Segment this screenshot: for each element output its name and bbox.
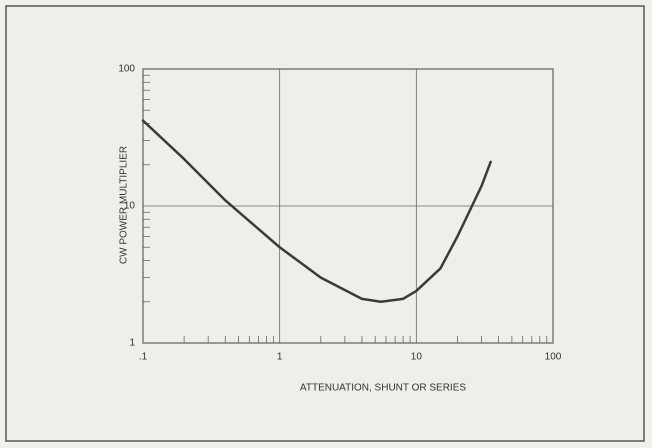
x-tick-label: 1 [277, 352, 283, 363]
y-tick-label: 1 [129, 338, 135, 349]
x-tick-label: 100 [545, 352, 562, 363]
x-tick-label: .1 [139, 352, 148, 363]
x-tick-label: 10 [411, 352, 423, 363]
y-tick-label: 10 [124, 201, 136, 212]
y-tick-label: 100 [118, 64, 135, 75]
y-axis-label: CW POWER MULTIPLIER [119, 146, 130, 264]
x-axis-label: ATTENUATION, SHUNT OR SERIES [300, 383, 466, 394]
curve [141, 119, 492, 304]
frame [5, 5, 645, 442]
